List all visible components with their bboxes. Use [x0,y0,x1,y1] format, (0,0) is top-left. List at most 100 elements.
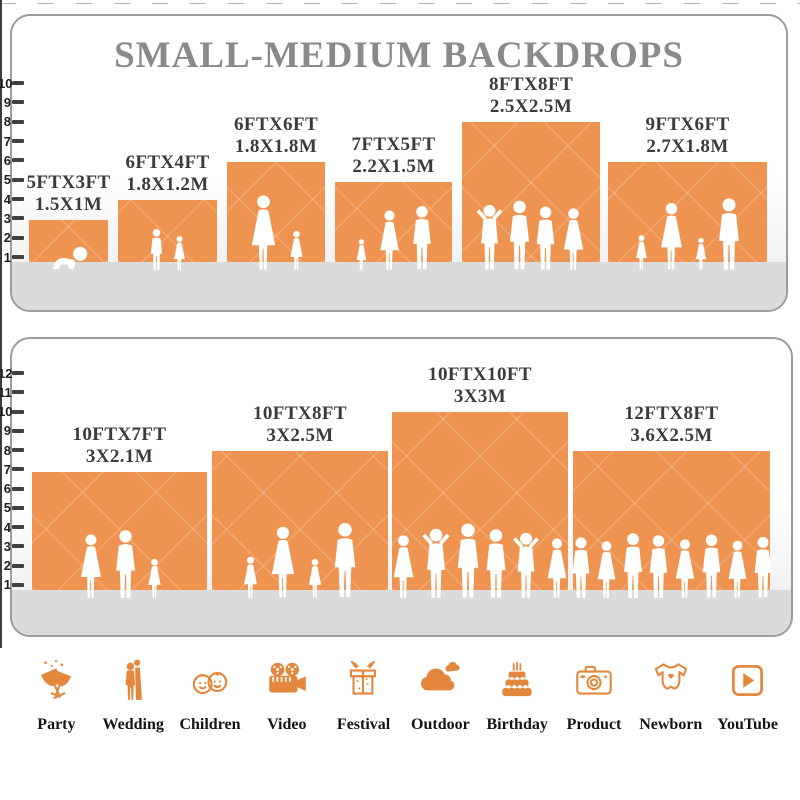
category-label: Birthday [486,716,548,733]
ruler-mark: 3 [0,539,38,554]
ruler-tick [12,582,24,587]
ruler-mark: 2 [0,230,38,246]
ruler-mark: 12 [0,366,38,381]
ruler-mark: 9 [0,423,38,438]
cloud-icon [421,662,460,691]
ruler-number: 9 [3,94,11,110]
backdrop-label: 10FTX7FT 3X2.1M [72,424,167,467]
ruler-mark: 10 [0,76,38,91]
ruler-number: 5 [3,500,11,516]
backdrop-10x8: 10FTX8FT 3X2.5M [212,403,388,598]
ruler-tick [12,100,24,105]
ruler-tick [12,409,24,414]
silhouette-family-three [350,205,437,271]
backdrop-8x8: 8FTX8FT 2.5X2.5M [462,74,600,270]
ruler-tick [12,486,24,491]
category-label: Product [566,716,622,733]
ruler-number: 2 [3,230,11,246]
ruler-number: 8 [3,442,11,458]
ruler-tick [12,197,24,202]
ruler-tick [12,139,24,144]
ruler-mark: 6 [0,152,38,168]
backdrop-label: 8FTX8FT 2.5X2.5M [488,74,574,117]
category-label: Outdoor [411,716,470,733]
backdrop-12x8: 12FTX8FT 3.6X2.5M [572,403,771,598]
ruler-mark: 4 [0,191,38,207]
backdrop-10x7: 10FTX7FT 3X2.1M [32,424,207,598]
category-youtube: YouTube [709,658,786,734]
category-festival: Festival [325,658,402,734]
category-party: Party [18,658,95,734]
ruler-mark: 7 [0,461,38,477]
ruler-number: 6 [3,481,11,496]
ruler-number: 4 [3,191,11,207]
ruler-mark: 8 [0,114,38,129]
ruler-number: 7 [3,133,11,149]
crop-artifact-top-dashes [0,3,800,4]
backdrop-5x3: 5FTX3FT 1.5X1M [26,172,110,270]
ruler-tick [12,525,24,529]
children-faces-icon [192,671,228,695]
ruler-tick [12,448,24,452]
ruler-mark: 8 [0,442,38,458]
ruler-mark: 10 [0,404,38,419]
ruler-tick [12,255,24,260]
category-video: Video [248,658,325,734]
youtube-play-icon [731,665,763,696]
ruler-tick [12,119,24,124]
ruler-mark: 6 [0,481,38,496]
wedding-couple-icon [125,659,143,700]
category-outdoor: Outdoor [402,658,479,734]
ruler-tick [12,505,24,510]
category-row: Party Wedding [18,658,786,734]
backdrop-label: 7FTX5FT 2.2X1.5M [351,134,436,177]
ruler-number: 3 [3,210,11,226]
ruler-number: 7 [3,461,11,477]
category-birthday: Birthday [479,658,556,734]
ruler-tick [12,390,24,395]
category-label: Video [267,716,307,733]
category-wedding: Wedding [95,658,172,734]
ruler-mark: 9 [0,94,38,110]
backdrop-label: 10FTX10FT 3X3M [428,364,532,407]
ruler-number: 6 [3,152,11,168]
backdrop-10x10: 10FTX10FT 3X3M [392,364,568,598]
category-label: YouTube [717,716,778,733]
ruler-tick [12,371,24,375]
category-label: Party [37,716,76,733]
ruler-tick [12,158,24,163]
silhouette-group-eight [569,533,775,599]
category-product: Product [556,658,633,734]
ruler-mark: 4 [0,519,38,535]
ruler-tick [12,428,24,433]
silhouette-group-four [473,200,589,271]
party-glasses-icon [41,659,72,700]
ruler-mark: 5 [0,172,38,187]
backdrop-6x4: 6FTX4FT 1.8X1.2M [118,152,217,271]
silhouette-family-four [238,522,363,599]
gift-box-icon [349,660,376,695]
category-label: Wedding [102,716,164,733]
category-label: Festival [336,716,391,733]
baby-onesie-icon [654,663,687,690]
silhouette-children [145,229,191,271]
silhouette-mother-child [243,195,309,271]
ruler-tick [12,177,24,182]
ruler-mark: 3 [0,210,38,226]
ruler-tick [12,81,24,85]
category-label: Newborn [639,716,703,733]
ruler-mark: 7 [0,133,38,149]
silhouette-family-four [630,198,746,271]
backdrop-7x5: 7FTX5FT 2.2X1.5M [335,134,452,271]
ruler-number: 10 [0,404,13,419]
ruler-number: 4 [3,519,11,535]
ruler-tick [12,216,24,221]
backdrop-label: 6FTX4FT 1.8X1.2M [125,152,210,195]
ruler-mark: 1 [0,577,38,592]
ruler-number: 2 [3,558,11,573]
birthday-cake-icon [502,661,532,697]
ruler-mark: 2 [0,558,38,573]
category-children: Children [172,658,249,734]
category-label: Children [179,716,241,733]
